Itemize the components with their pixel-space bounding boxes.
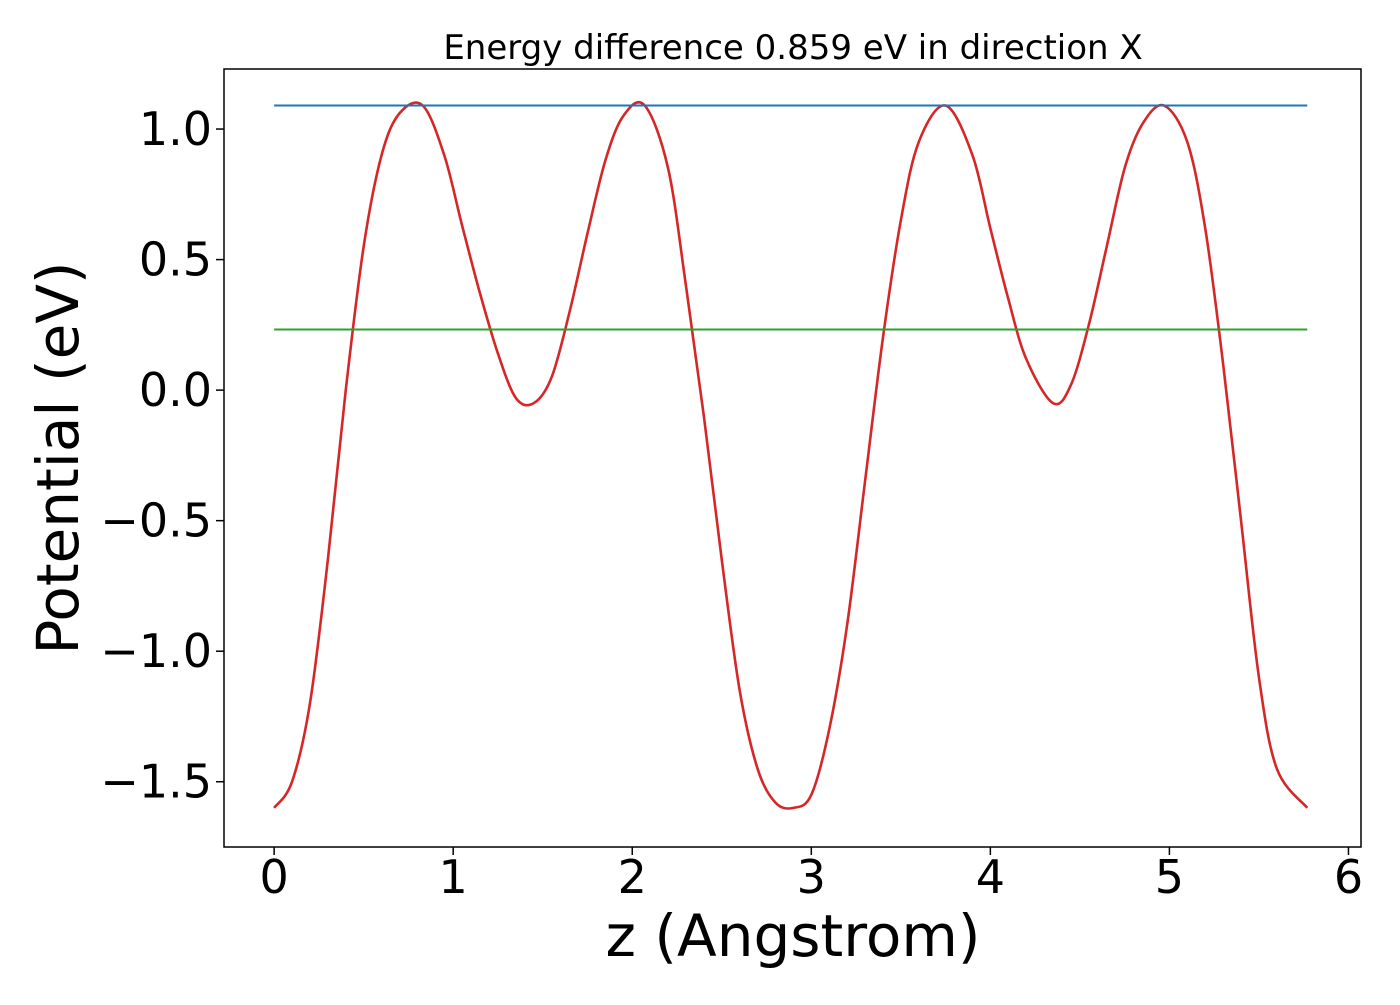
y-tick-label: −1.0 bbox=[100, 624, 212, 678]
y-tick-label: 0.5 bbox=[139, 233, 212, 287]
x-tick-label: 5 bbox=[1155, 850, 1184, 904]
x-tick-label: 3 bbox=[797, 850, 826, 904]
plot-area bbox=[273, 100, 1309, 810]
x-tick-label: 2 bbox=[618, 850, 647, 904]
y-tick-label: −1.5 bbox=[100, 755, 212, 809]
x-axis-ticks: 0 1 2 3 4 5 6 bbox=[259, 847, 1363, 904]
x-tick-label: 6 bbox=[1334, 850, 1363, 904]
y-tick-label: 1.0 bbox=[139, 102, 212, 156]
x-tick-label: 4 bbox=[976, 850, 1005, 904]
y-tick-label: −0.5 bbox=[100, 494, 212, 548]
axes-frame bbox=[223, 68, 1362, 848]
y-axis-label: Potential (eV) bbox=[24, 261, 92, 654]
potential-curve bbox=[273, 100, 1309, 810]
x-tick-label: 0 bbox=[259, 850, 288, 904]
y-tick-label: 0.0 bbox=[139, 363, 212, 417]
x-axis-label: z (Angstrom) bbox=[606, 902, 981, 970]
x-tick-label: 1 bbox=[439, 850, 468, 904]
y-axis-ticks: 1.0 0.5 0.0 −0.5 −1.0 −1.5 bbox=[100, 102, 224, 809]
chart-title: Energy difference 0.859 eV in direction … bbox=[443, 28, 1142, 68]
